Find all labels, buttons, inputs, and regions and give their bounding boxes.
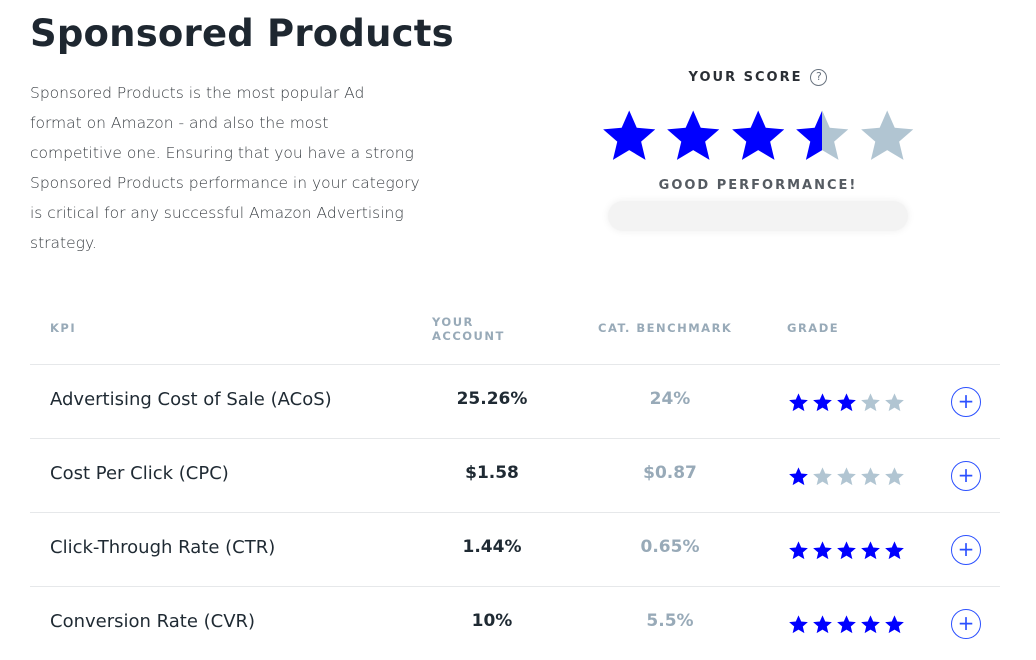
star-icon-r2 [813,541,832,560]
star-icon-r0 [837,393,856,412]
score-panel: YOUR SCORE? GOOD PERFORMANCE! [600,66,916,231]
star-icon-big [667,110,720,160]
account-value: 1.44% [462,537,522,557]
grade-stars [788,540,905,561]
benchmark-value: 0.65% [640,537,700,557]
star-icon-big [603,110,656,160]
star-icon-r1 [789,467,808,486]
star-icon-r0 [861,393,880,412]
help-icon[interactable]: ? [810,69,828,86]
star-icon-big [796,110,849,160]
page-title: Sponsored Products [30,12,454,55]
blurred-placeholder [608,201,908,231]
account-value: $1.58 [465,463,519,483]
star-icon-r2 [861,541,880,560]
table-row: Conversion Rate (CVR) 10% 5.5% + [30,586,1000,660]
benchmark-value: 5.5% [646,611,694,631]
kpi-name: Click-Through Rate (CTR) [50,537,276,558]
kpi-name: Cost Per Click (CPC) [50,463,229,484]
star-icon-r2 [885,541,904,560]
grade-stars [788,466,905,487]
star-icon-r2 [789,541,808,560]
header-account: YOUR ACCOUNT [432,315,505,343]
header-grade: GRADE [787,321,840,335]
header-benchmark: CAT. BENCHMARK [598,321,733,335]
score-label: YOUR SCORE? [689,69,828,86]
star-icon-r1 [837,467,856,486]
kpi-name: Advertising Cost of Sale (ACoS) [50,389,332,410]
expand-plus-button[interactable]: + [951,461,981,491]
table-row: Click-Through Rate (CTR) 1.44% 0.65% + [30,512,1000,586]
description: Sponsored Products is the most popular A… [30,84,420,252]
account-value: 10% [471,611,513,631]
kpi-name: Conversion Rate (CVR) [50,611,256,632]
grade-stars [788,614,905,635]
star-icon-big [731,110,785,160]
score-label-text: YOUR SCORE [688,70,803,85]
table-row: Advertising Cost of Sale (ACoS) 25.26% 2… [30,364,1000,438]
star-icon-r3 [789,615,808,634]
star-icon-r0 [885,393,904,412]
expand-plus-button[interactable]: + [951,535,981,565]
star-icon-r3 [885,615,904,634]
benchmark-value: $0.87 [643,463,697,483]
star-icon-r2 [837,541,856,560]
score-stars [600,106,916,166]
expand-plus-button[interactable]: + [951,609,981,639]
star-icon-r0 [813,393,832,412]
performance-verdict: GOOD PERFORMANCE! [658,178,858,193]
star-icon-r1 [813,467,832,486]
star-icon-r3 [837,615,856,634]
star-icon-r0 [789,393,808,412]
star-icon-r1 [885,467,904,486]
star-icon-big [860,110,913,160]
benchmark-value: 24% [649,389,691,409]
star-icon-r1 [861,467,880,486]
expand-plus-button[interactable]: + [951,387,981,417]
table-row: Cost Per Click (CPC) $1.58 $0.87 + [30,438,1000,512]
account-value: 25.26% [456,389,528,409]
header-kpi: KPI [50,321,77,335]
star-icon-r3 [813,615,832,634]
star-icon-r3 [861,615,880,634]
grade-stars [788,392,905,413]
